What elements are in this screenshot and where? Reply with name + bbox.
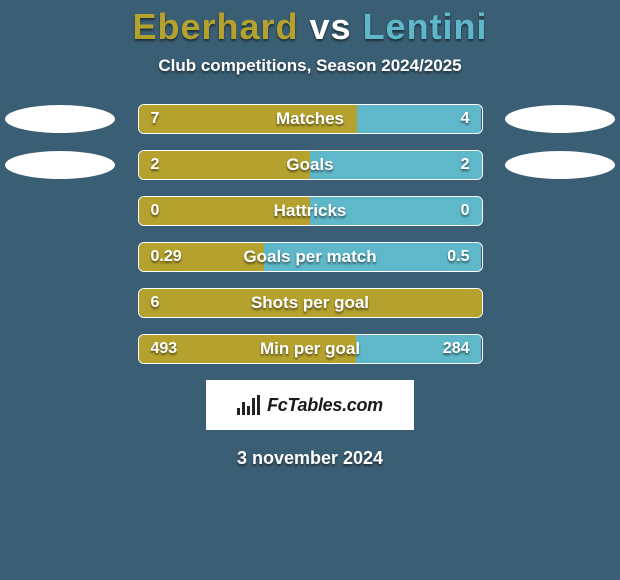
brand-box: FcTables.com [206,380,414,430]
date-label: 3 november 2024 [0,448,620,469]
bar-fill-right [310,197,482,225]
bar-fill-right [310,151,482,179]
stat-bar: 6Shots per goal [138,288,483,318]
stat-bar: 74Matches [138,104,483,134]
stat-row: 74Matches [0,104,620,134]
stat-bar: 00Hattricks [138,196,483,226]
stat-row: 00Hattricks [0,196,620,226]
bar-fill-right [264,243,481,271]
stat-row: 0.290.5Goals per match [0,242,620,272]
player-marker-right [505,151,615,179]
title-vs: vs [310,6,352,47]
player-marker-left [5,105,115,133]
bar-fill-left [139,105,357,133]
title-right-player: Lentini [363,6,488,47]
brand-text: FcTables.com [267,395,383,416]
bar-fill-left [139,289,482,317]
stat-bar: 493284Min per goal [138,334,483,364]
player-marker-right [505,105,615,133]
bar-fill-right [356,335,482,363]
comparison-infographic: Eberhard vs Lentini Club competitions, S… [0,0,620,580]
bar-fill-left [139,197,311,225]
stat-rows-container: 74Matches 22Goals 00Hattricks 0.290.5Goals … [0,104,620,364]
bar-chart-icon [237,395,261,415]
stat-row: 6Shots per goal [0,288,620,318]
stat-row: 22Goals [0,150,620,180]
bar-fill-left [139,151,311,179]
subtitle: Club competitions, Season 2024/2025 [0,56,620,76]
bar-fill-left [139,335,356,363]
bar-fill-right [357,105,482,133]
stat-bar: 22Goals [138,150,483,180]
stat-bar: 0.290.5Goals per match [138,242,483,272]
player-marker-left [5,151,115,179]
page-title: Eberhard vs Lentini [0,0,620,48]
bar-fill-left [139,243,265,271]
title-left-player: Eberhard [132,6,298,47]
stat-row: 493284Min per goal [0,334,620,364]
